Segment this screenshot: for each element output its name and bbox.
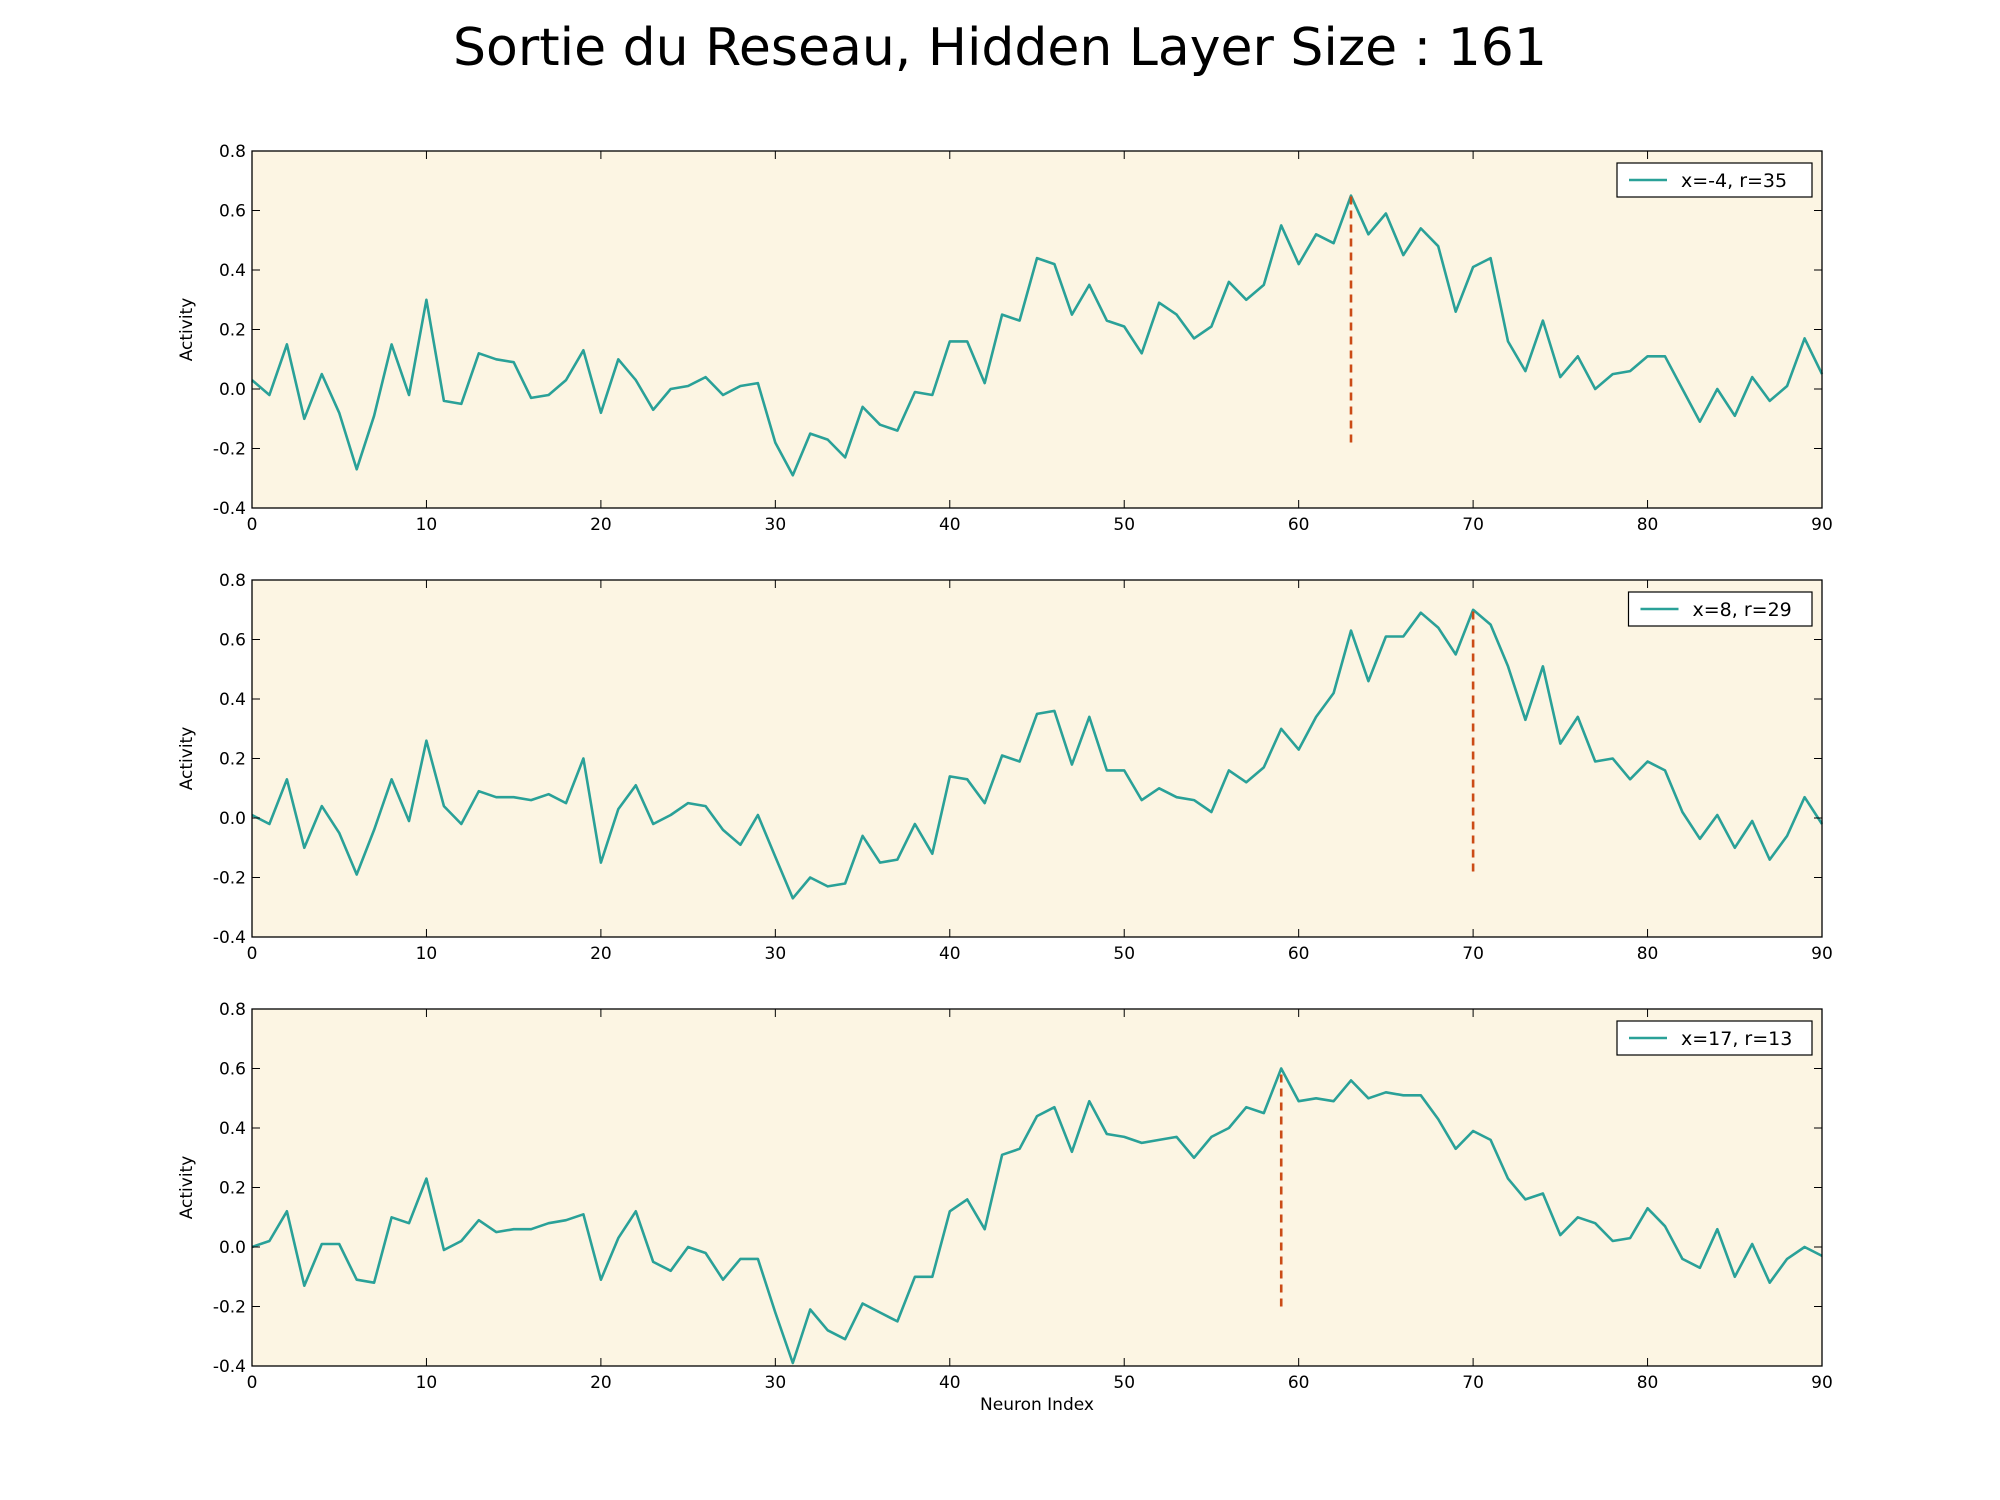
y-tick-label: 0.4 [219, 261, 246, 281]
plot-area [252, 580, 1822, 937]
y-tick-label: 0.8 [219, 571, 246, 591]
y-tick-label: -0.2 [213, 440, 246, 460]
y-tick-label: -0.2 [213, 869, 246, 889]
legend-label: x=-4, r=35 [1681, 170, 1787, 192]
x-tick-label: 70 [1462, 515, 1484, 535]
x-tick-label: 10 [416, 944, 438, 964]
y-tick-label: -0.4 [213, 499, 246, 519]
x-tick-label: 10 [416, 515, 438, 535]
legend: x=8, r=29 [1627, 591, 1813, 627]
x-tick-label: 0 [247, 944, 258, 964]
series-line [251, 1067, 1823, 1365]
plot-area [252, 1009, 1822, 1366]
x-tick-label: 60 [1288, 1373, 1310, 1393]
legend-label: x=8, r=29 [1693, 599, 1792, 621]
y-tick-label: 0.0 [219, 1238, 246, 1258]
x-tick-label: 50 [1113, 1373, 1135, 1393]
x-tick-label: 80 [1637, 515, 1659, 535]
y-tick-label: 0.0 [219, 380, 246, 400]
x-tick-label: 0 [247, 1373, 258, 1393]
x-tick-label: 40 [939, 944, 961, 964]
x-tick-label: 60 [1288, 944, 1310, 964]
x-tick-label: 50 [1113, 515, 1135, 535]
y-tick-label: 0.8 [219, 1000, 246, 1020]
x-tick-label: 30 [765, 944, 787, 964]
x-tick-label: 90 [1811, 1373, 1833, 1393]
y-tick-label: 0.4 [219, 690, 246, 710]
x-tick-label: 80 [1637, 944, 1659, 964]
x-tick-label: 10 [416, 1373, 438, 1393]
y-tick-label: -0.2 [213, 1298, 246, 1318]
x-tick-label: 40 [939, 1373, 961, 1393]
x-tick-label: 20 [590, 944, 612, 964]
x-tick-label: 60 [1288, 515, 1310, 535]
legend: x=-4, r=35 [1616, 162, 1813, 198]
subplot-3: 0 10 20 30 40 50 60 70 80 90 -0.4 -0.2 0.0 0.2 0.4 0.6 0… [177, 1000, 1833, 1415]
x-tick-label: 70 [1462, 944, 1484, 964]
y-tick-label: 0.2 [219, 750, 246, 770]
y-tick-label: 0.6 [219, 1060, 246, 1080]
subplot-2: 0 10 20 30 40 50 60 70 80 90 -0.4 -0.2 0.0 0.2 0.4 0.6 0… [177, 571, 1833, 964]
subplot-1: 0 10 20 30 40 50 60 70 80 90 -0.4 -0.2 0.0 0.2 0.4 0.6 0… [177, 142, 1833, 535]
y-tick-label: 0.6 [219, 202, 246, 222]
y-tick-label: 0.2 [219, 321, 246, 341]
x-tick-label: 80 [1637, 1373, 1659, 1393]
x-tick-label: 90 [1811, 515, 1833, 535]
y-tick-label: -0.4 [213, 1357, 246, 1377]
x-tick-label: 90 [1811, 944, 1833, 964]
plot-area [252, 151, 1822, 508]
y-tick-label: 0.4 [219, 1119, 246, 1139]
y-tick-label: 0.2 [219, 1179, 246, 1199]
series-line [251, 194, 1824, 477]
x-tick-label: 20 [590, 515, 612, 535]
legend: x=17, r=13 [1616, 1020, 1813, 1056]
chart-title: Sortie du Reseau, Hidden Layer Size : 16… [453, 18, 1547, 78]
y-axis-label: Activity [177, 727, 197, 791]
legend-label: x=17, r=13 [1681, 1028, 1792, 1050]
y-tick-label: 0.8 [219, 142, 246, 162]
y-axis-label: Activity [177, 1156, 197, 1220]
series-line [251, 608, 1824, 900]
x-tick-label: 20 [590, 1373, 612, 1393]
y-tick-label: 0.6 [219, 631, 246, 651]
y-tick-label: -0.4 [213, 928, 246, 948]
x-tick-label: 0 [247, 515, 258, 535]
y-tick-label: 0.0 [219, 809, 246, 829]
x-tick-label: 40 [939, 515, 961, 535]
x-tick-label: 70 [1462, 1373, 1484, 1393]
y-axis-label: Activity [177, 298, 197, 362]
x-tick-label: 30 [765, 515, 787, 535]
x-tick-label: 50 [1113, 944, 1135, 964]
x-axis-label: Neuron Index [980, 1395, 1094, 1415]
x-tick-label: 30 [765, 1373, 787, 1393]
